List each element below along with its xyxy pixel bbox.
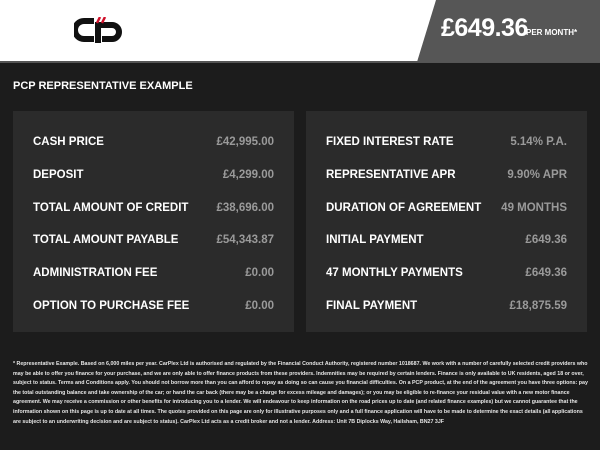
finance-value: £42,995.00 (216, 136, 274, 148)
finance-value: £649.36 (525, 234, 567, 247)
finance-row: REPRESENTATIVE APR 9.90% APR (326, 169, 567, 185)
finance-label: INITIAL PAYMENT (326, 234, 424, 247)
finance-row: DEPOSIT £4,299.00 (33, 169, 274, 185)
per-month-label: PER MONTH* (526, 28, 578, 37)
header-divider (0, 61, 600, 63)
finance-value: £649.36 (525, 267, 567, 280)
finance-label: CASH PRICE (33, 136, 104, 148)
finance-row: ADMINISTRATION FEE £0.00 (33, 267, 274, 283)
finance-label: DURATION OF AGREEMENT (326, 201, 482, 214)
right-finance-panel: FIXED INTEREST RATE 5.14% P.A. REPRESENTAT… (306, 111, 587, 332)
finance-value: 9.90% APR (507, 168, 567, 181)
finance-value: £0.00 (245, 267, 274, 280)
finance-value: 5.14% P.A. (510, 136, 567, 148)
finance-value: £4,299.00 (222, 168, 274, 181)
finance-row: FIXED INTEREST RATE 5.14% P.A. (326, 136, 567, 152)
finance-row: TOTAL AMOUNT PAYABLE £54,343.87 (33, 234, 274, 250)
finance-label: TOTAL AMOUNT PAYABLE (33, 234, 179, 247)
monthly-price-panel (417, 0, 600, 62)
finance-value: 49 MONTHS (501, 201, 567, 214)
finance-value: £38,696.00 (216, 201, 274, 214)
disclaimer-text: * Representative Example. Based on 6,000… (13, 361, 588, 425)
finance-label: FIXED INTEREST RATE (326, 136, 454, 148)
left-finance-panel: CASH PRICE £42,995.00 DEPOSIT £4,299.00 TOTA… (13, 111, 294, 332)
finance-row: INITIAL PAYMENT £649.36 (326, 234, 567, 250)
finance-row: CASH PRICE £42,995.00 (33, 136, 274, 152)
finance-row: TOTAL AMOUNT OF CREDIT £38,696.00 (33, 202, 274, 218)
finance-label: ADMINISTRATION FEE (33, 267, 158, 280)
finance-value: £18,875.59 (509, 300, 567, 312)
section-title: PCP REPRESENTATIVE EXAMPLE (13, 80, 193, 92)
finance-label: FINAL PAYMENT (326, 300, 418, 312)
finance-value: £0.00 (245, 300, 274, 312)
finance-value: £54,343.87 (216, 234, 274, 247)
monthly-price: £649.36 (441, 14, 528, 42)
finance-row: 47 MONTHLY PAYMENTS £649.36 (326, 267, 567, 283)
finance-row: DURATION OF AGREEMENT 49 MONTHS (326, 202, 567, 218)
finance-row: FINAL PAYMENT £18,875.59 (326, 300, 567, 316)
carplex-logo[interactable] (74, 17, 124, 43)
finance-row: OPTION TO PURCHASE FEE £0.00 (33, 300, 274, 316)
finance-label: DEPOSIT (33, 168, 84, 181)
finance-label: TOTAL AMOUNT OF CREDIT (33, 201, 189, 214)
finance-label: REPRESENTATIVE APR (326, 168, 456, 181)
finance-label: 47 MONTHLY PAYMENTS (326, 267, 463, 280)
finance-label: OPTION TO PURCHASE FEE (33, 300, 190, 312)
